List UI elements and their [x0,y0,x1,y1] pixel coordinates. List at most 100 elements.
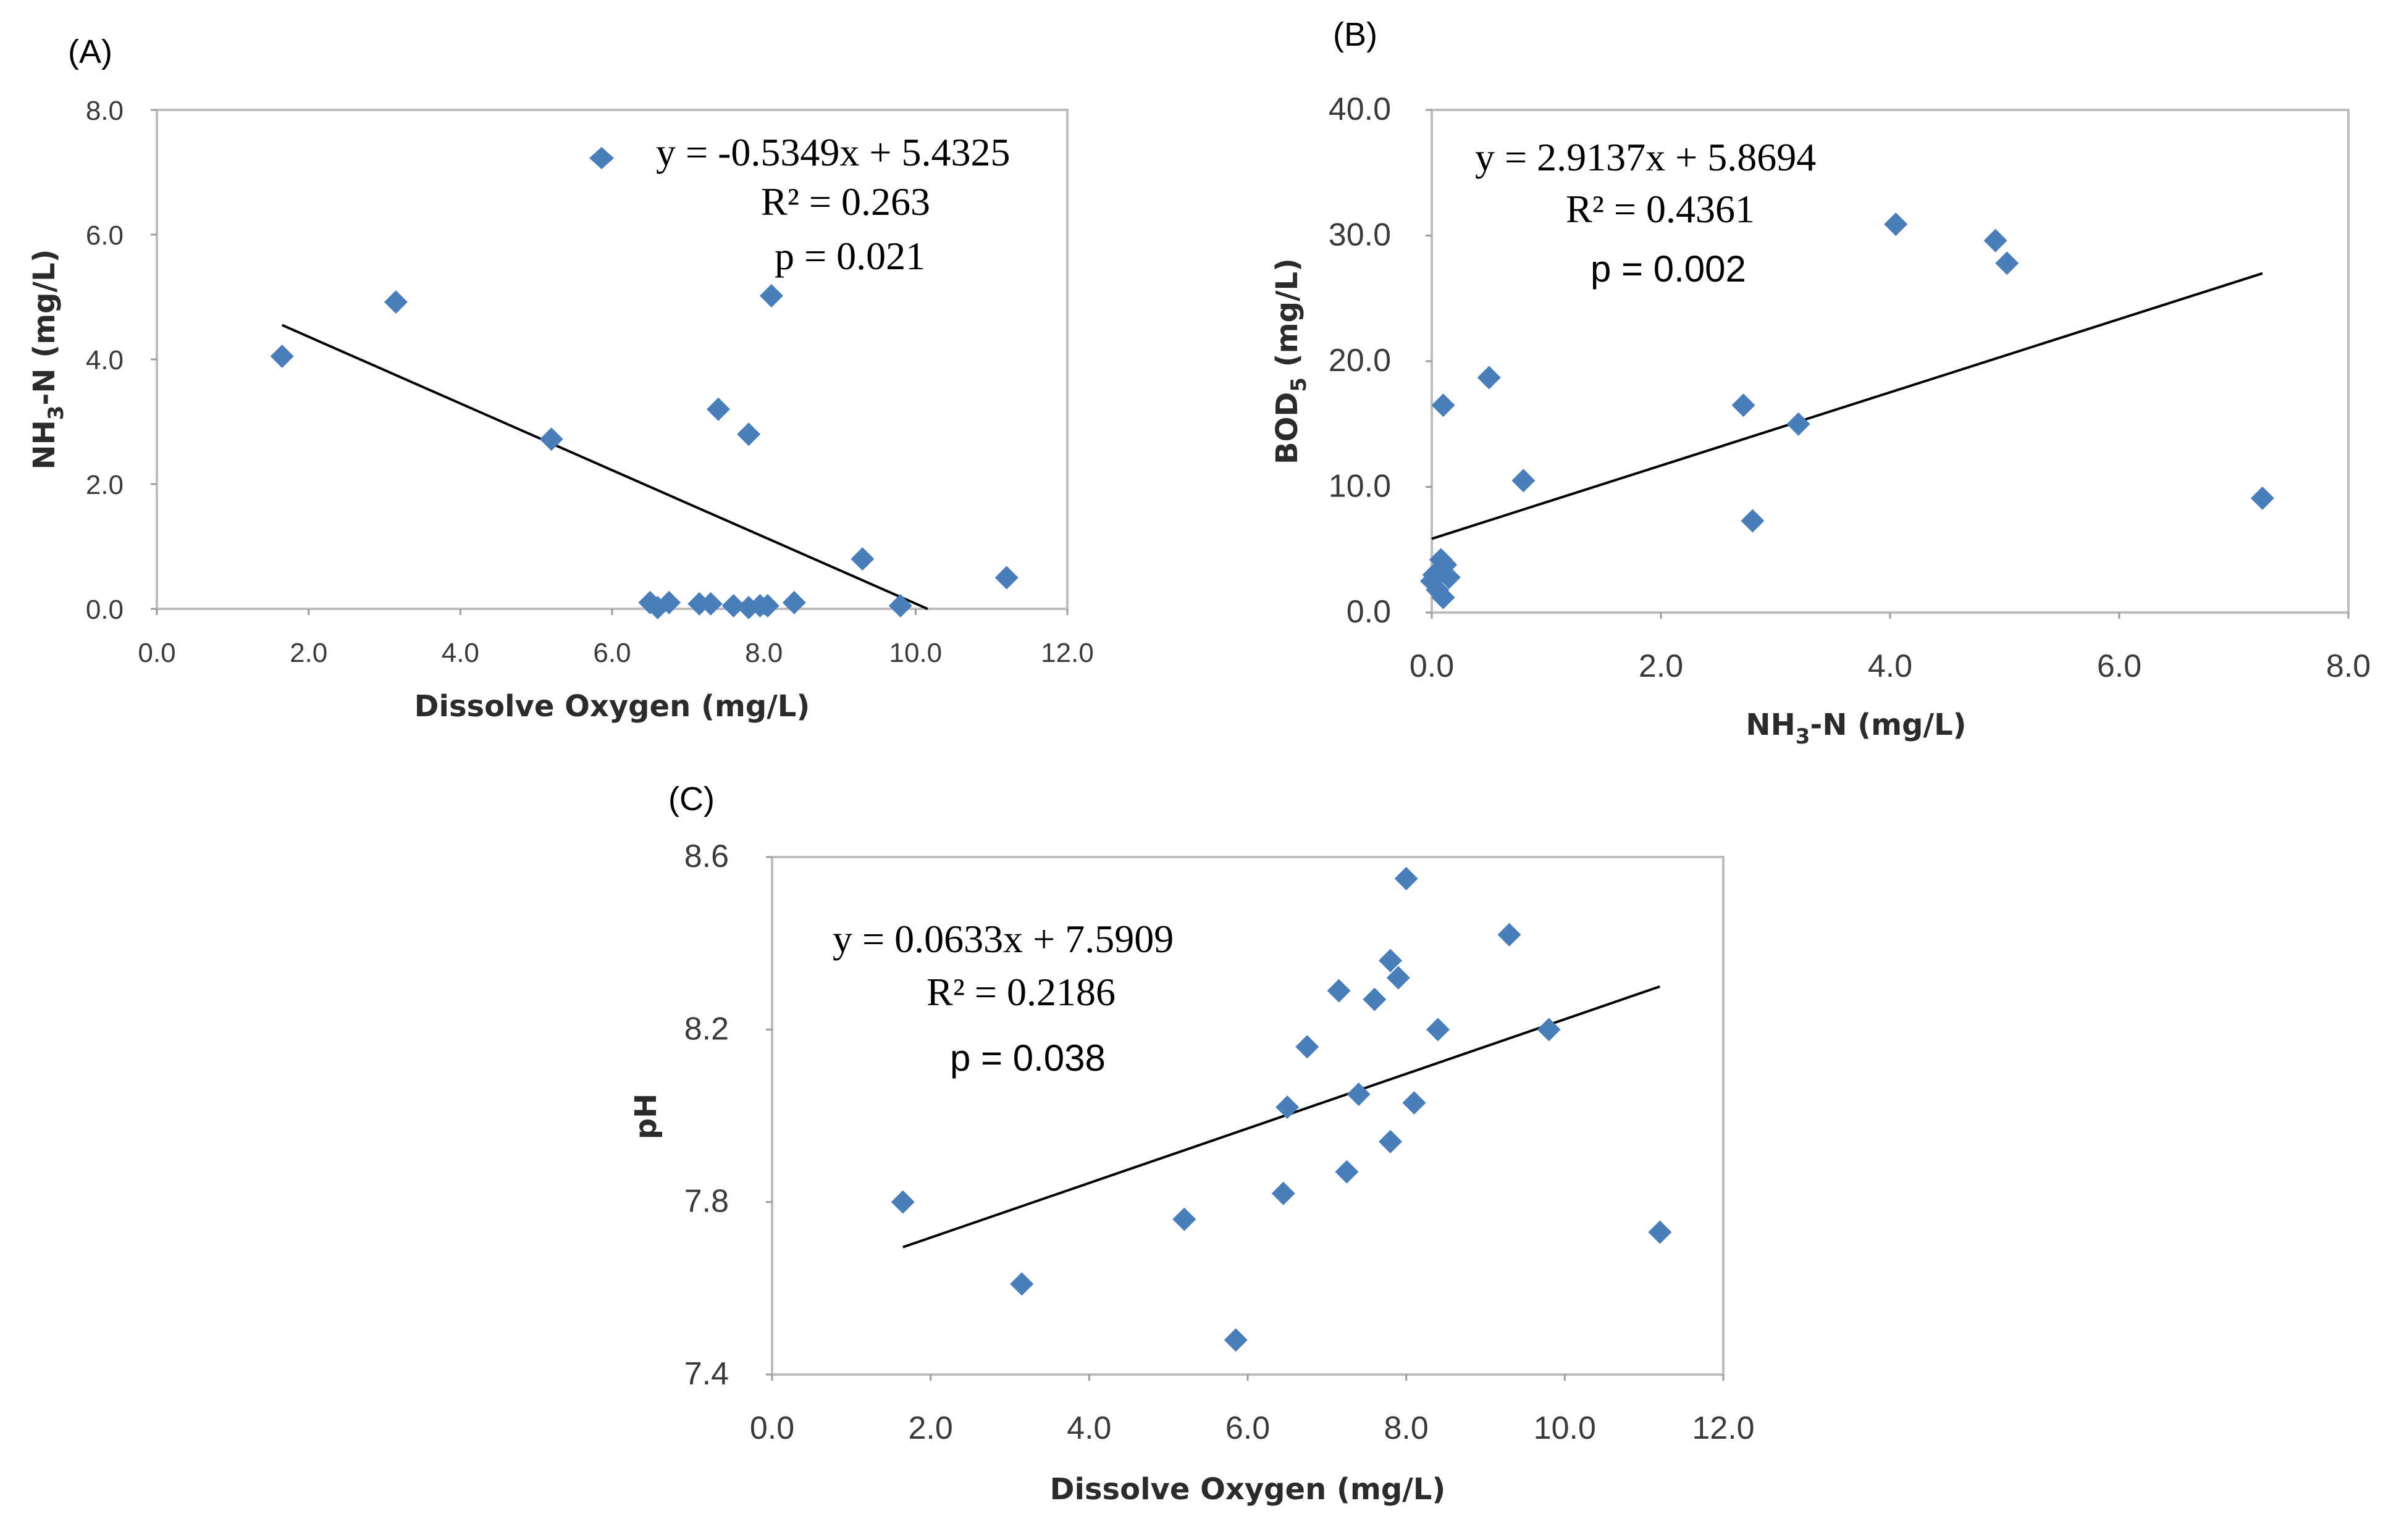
panel-b-x-tick-label: 4.0 [1868,648,1912,684]
panel-c-x-tick-label: 6.0 [1225,1410,1270,1446]
panel-a-data-point [888,593,912,617]
panel-c-x-ticks: 0.0 2.0 4.0 6.0 8.0 10.0 12.0 [750,1375,1755,1446]
panel-b-data-point [1995,251,2019,275]
panel-c-y-tick-label: 8.2 [684,1011,729,1047]
panel-c-data-point [1379,948,1402,973]
panel-c-p-value: p = 0.038 [950,1037,1106,1079]
panel-a-y-ticks: 0.0 2.0 4.0 6.0 8.0 [86,96,157,625]
panel-c-x-tick-label: 12.0 [1692,1410,1754,1446]
panel-a-data-point [759,283,783,308]
panel-b-data-point [1431,393,1455,417]
panel-a-r-squared: R² = 0.263 [761,180,930,224]
panel-b: (B) 0.0 2.0 4.0 6.0 8.0 0.010.020.030.040.0 … [1270,16,2371,749]
panel-b-p-value: p = 0.002 [1590,248,1746,290]
panel-b-y-ticks: 0.0 10.0 20.0 30.0 40.0 [1329,91,1432,630]
panel-c-y-tick-label: 7.8 [684,1184,729,1220]
panel-b-y-tick-label: 20.0 [1329,343,1391,379]
panel-a-p-value: p = 0.021 [775,234,925,278]
panel-a-x-tick-label: 6.0 [593,638,631,668]
panel-b-data-point [1511,469,1536,493]
panel-b-equation: y = 2.9137x + 5.8694 [1475,135,1816,179]
panel-c-y-ticks: 7.4 7.8 8.2 8.6 [684,839,772,1392]
panel-a-x-tick-label: 2.0 [290,638,327,668]
panel-b-trendline [1431,272,2263,540]
panel-c-data-point [1335,1160,1359,1184]
panel-a-x-tick-label: 10.0 [889,638,943,668]
panel-c-data-point [1271,1181,1295,1205]
panel-b-points [1420,212,2274,609]
panel-b-label: (B) [1333,16,1377,53]
panel-c-data-point [1363,987,1387,1011]
panel-b-x-tick-label: 8.0 [2326,648,2371,684]
panel-c-y-tick-label: 8.6 [684,839,729,874]
panel-c-x-tick-label: 4.0 [1067,1410,1111,1446]
panel-b-plot-frame [1431,109,2350,614]
panel-a-legend-marker [589,147,614,169]
panel-b-data-point [1731,393,1755,417]
panel-a-data-point [851,547,875,571]
panel-a: (A) 0.0 2.0 4.0 6.0 8.0 10.0 12.0 0.0 2.0 4.0 6.0… [27,33,1094,724]
panel-a-y-tick-label: 4.0 [86,345,124,375]
panel-b-r-squared: R² = 0.4361 [1566,187,1755,231]
panel-a-data-point [721,593,746,617]
panel-b-x-tick-label: 6.0 [2097,648,2141,684]
panel-a-x-axis-title: Dissolve Oxygen (mg/L) [414,689,810,724]
panel-a-trendline [281,324,928,611]
panel-a-plot-frame [156,109,1069,610]
panel-b-y-tick-label: 30.0 [1329,217,1391,253]
panel-b-y-tick-label: 0.0 [1347,594,1391,630]
panel-b-trendline-group [1431,272,2263,540]
panel-c-y-tick-label: 7.4 [684,1356,729,1392]
panel-c-data-point [1275,1095,1300,1119]
panel-a-y-axis-title: NH3-N (mg/L) [27,249,69,469]
panel-c-data-point [891,1190,915,1214]
panel-c-data-point [1648,1220,1672,1244]
panel-a-y-tick-label: 0.0 [86,595,124,625]
panel-b-y-tick-label: 10.0 [1329,469,1391,504]
panel-c: (C) 0.0 2.0 4.0 6.0 8.0 10.0 12.0 7.4 7.8 8.2 8.6… [629,780,1755,1507]
panel-a-points [270,283,1019,619]
panel-b-x-tick-label: 0.0 [1410,648,1454,684]
panel-a-data-point [755,593,779,617]
panel-c-data-point [1497,923,1521,947]
panel-b-x-axis-title: NH3-N (mg/L) [1746,708,1966,749]
panel-b-data-point [1786,412,1810,436]
panel-b-data-point [1477,366,1501,390]
panel-c-label: (C) [668,780,715,818]
panel-a-x-tick-label: 12.0 [1041,638,1094,668]
panel-b-data-point [1431,585,1455,609]
panel-b-data-point [1884,212,1908,236]
panel-a-label: (A) [68,33,112,70]
panel-c-x-tick-label: 10.0 [1534,1410,1596,1446]
panel-b-y-tick-label: 40.0 [1329,91,1391,127]
panel-b-data-point [1741,509,1765,533]
panel-a-data-point [782,590,806,614]
panel-b-y-axis-title: BOD5 (mg/L) [1270,258,1311,464]
panel-b-x-tick-label: 2.0 [1639,648,1683,684]
panel-c-trendline-group [902,985,1660,1249]
panel-c-data-point [1379,1129,1402,1153]
panel-a-data-point [384,290,408,314]
panel-a-y-tick-label: 2.0 [86,470,124,500]
panel-c-trendline [902,985,1660,1249]
panel-b-data-point [1983,228,2007,253]
panel-a-x-tick-label: 0.0 [138,638,175,668]
panel-a-data-point [539,427,563,451]
panel-a-data-point [994,566,1019,590]
panel-a-trendline-group [281,324,928,611]
panel-c-data-point [1386,966,1410,990]
panel-b-data-point [2250,486,2274,510]
panel-a-y-tick-label: 6.0 [86,220,124,251]
panel-a-data-point [706,397,730,421]
panel-c-data-point [1327,979,1351,1003]
panel-c-data-point [1537,1018,1561,1042]
panel-c-equation: y = 0.0633x + 7.5909 [833,917,1174,961]
panel-b-x-ticks: 0.0 2.0 4.0 6.0 8.0 [1410,613,2371,684]
panel-c-points [891,866,1672,1352]
panel-c-data-point [1010,1272,1034,1296]
panel-c-data-point [1426,1018,1450,1042]
panel-c-data-point [1172,1207,1196,1231]
panel-a-x-ticks: 0.0 2.0 4.0 6.0 8.0 10.0 12.0 [138,609,1094,668]
panel-b-data-point [1437,566,1461,590]
